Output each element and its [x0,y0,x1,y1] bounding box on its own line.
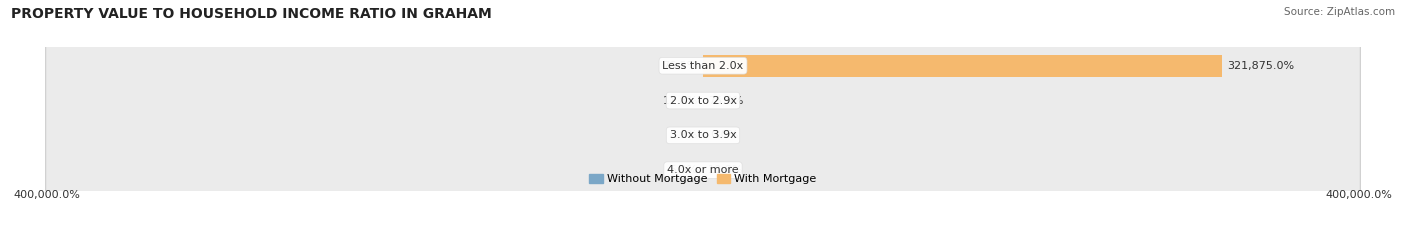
Text: 321,875.0%: 321,875.0% [1226,61,1294,71]
Text: 400,000.0%: 400,000.0% [14,190,80,200]
Bar [703,55,1222,76]
Text: 2.0x to 2.9x: 2.0x to 2.9x [669,96,737,106]
Text: Source: ZipAtlas.com: Source: ZipAtlas.com [1284,7,1395,17]
Text: Less than 2.0x: Less than 2.0x [662,61,744,71]
Text: 76.5%: 76.5% [662,61,697,71]
Text: 75.0%: 75.0% [709,96,744,106]
FancyBboxPatch shape [46,0,1360,233]
Text: 11.8%: 11.8% [662,96,697,106]
FancyBboxPatch shape [46,0,1360,233]
Text: 400,000.0%: 400,000.0% [1326,190,1392,200]
FancyBboxPatch shape [46,0,1360,233]
Text: 4.0x or more: 4.0x or more [668,165,738,175]
Legend: Without Mortgage, With Mortgage: Without Mortgage, With Mortgage [585,169,821,188]
Text: 5.9%: 5.9% [669,130,697,140]
Text: PROPERTY VALUE TO HOUSEHOLD INCOME RATIO IN GRAHAM: PROPERTY VALUE TO HOUSEHOLD INCOME RATIO… [11,7,492,21]
Text: 3.0x to 3.9x: 3.0x to 3.9x [669,130,737,140]
Text: 18.8%: 18.8% [709,165,744,175]
Text: 5.9%: 5.9% [669,165,697,175]
Text: 0.0%: 0.0% [710,130,740,140]
FancyBboxPatch shape [46,0,1360,233]
